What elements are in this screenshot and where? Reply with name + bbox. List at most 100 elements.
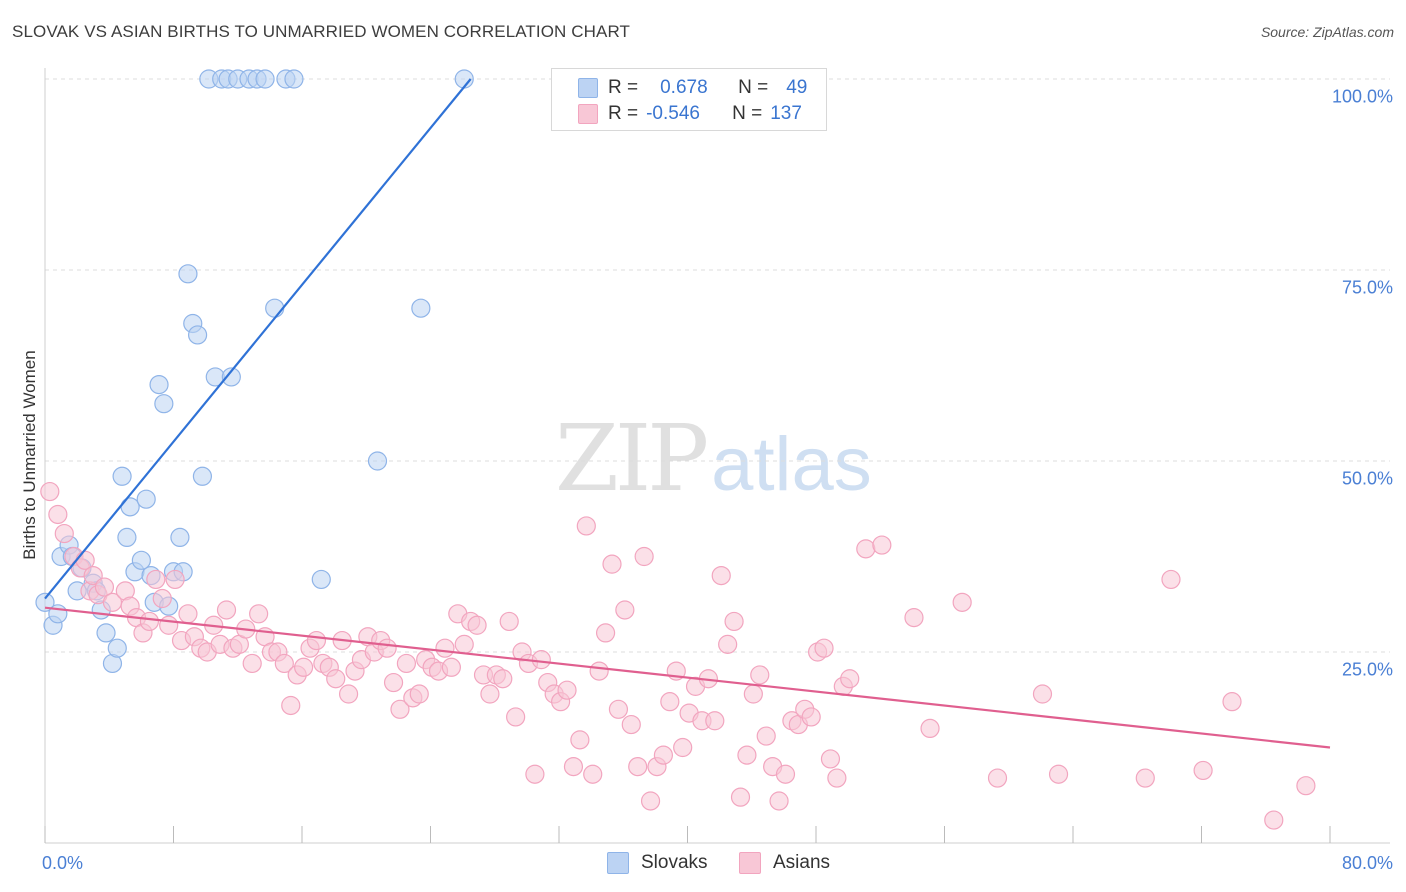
slovaks-point [131, 550, 151, 570]
asians-point [872, 535, 892, 555]
chart-title: SLOVAK VS ASIAN BIRTHS TO UNMARRIED WOME… [12, 22, 631, 41]
y-tick-label: 100.0% [1331, 86, 1393, 107]
asians-point [242, 653, 262, 674]
y-tick-label: 25.0% [1341, 659, 1393, 680]
asians-point [750, 665, 770, 685]
slovaks-swatch [607, 852, 629, 874]
asians-point [1222, 692, 1242, 712]
asians-point [1296, 776, 1316, 796]
slovaks-point [136, 489, 156, 509]
asians-point [435, 638, 455, 658]
asians-point [139, 611, 160, 632]
asians-point [737, 745, 757, 765]
asians-point [814, 638, 834, 658]
watermark-zip: ZIP [555, 405, 709, 512]
asians-point [628, 756, 648, 777]
x-tick-label: 80.0% [1341, 853, 1393, 873]
asians-trend-line [44, 606, 1331, 749]
asians-point [621, 714, 641, 735]
asians-point [1161, 569, 1181, 590]
asians-point [274, 653, 294, 674]
legend-label-asians: Asians [773, 852, 831, 873]
asians-point [377, 638, 397, 658]
slovaks-point [192, 466, 213, 486]
slovaks-point [107, 638, 127, 658]
asians-point [338, 684, 359, 704]
asians-point [583, 764, 603, 784]
asians-point [615, 600, 635, 620]
source-label: Source: ZipAtlas.com [1260, 24, 1394, 40]
asians-point [769, 791, 789, 811]
asians-point [920, 718, 940, 739]
asians-point [756, 726, 776, 746]
asians-point [326, 669, 346, 689]
r-value: -0.546 [646, 103, 700, 124]
asians-point [390, 699, 410, 719]
slovaks-swatch [578, 78, 598, 98]
asians-point [216, 600, 237, 620]
asians-swatch [578, 104, 598, 124]
asians-point [54, 523, 74, 544]
slovaks-point [120, 497, 140, 517]
asians-point [294, 657, 314, 677]
asians-point [1264, 810, 1284, 830]
asians-point [94, 577, 115, 597]
n-label: N = [732, 103, 763, 124]
asians-point [1032, 684, 1053, 704]
asians-swatch [739, 852, 761, 874]
asians-point [673, 737, 693, 758]
asians-point [525, 764, 545, 784]
asians-point [724, 611, 744, 632]
r-label: R = [608, 103, 639, 124]
asians-point [653, 745, 674, 765]
asians-point [281, 695, 301, 716]
grid-lines [45, 78, 1390, 653]
slovaks-point [178, 264, 198, 284]
asians-point [904, 608, 924, 628]
data-points [35, 69, 1316, 830]
asians-point [1193, 760, 1213, 781]
asians-point [178, 604, 198, 624]
slovaks-point [187, 325, 208, 345]
asians-point [711, 565, 731, 586]
asians-point [602, 554, 622, 574]
asians-point [576, 516, 596, 536]
asians-point [48, 504, 68, 525]
axes [44, 68, 1390, 844]
legend-row-asians: R = -0.546 N = 137 [578, 102, 802, 126]
asians-point [827, 768, 847, 788]
slovaks-point [170, 527, 190, 548]
asians-point [856, 539, 876, 559]
slovaks-point [311, 569, 331, 590]
asians-point [640, 791, 661, 811]
r-label: R = [608, 77, 639, 98]
asians-point [441, 657, 461, 677]
asians-point [249, 604, 269, 624]
n-label: N = [738, 77, 769, 98]
slovaks-point [221, 367, 241, 387]
legend-label-slovaks: Slovaks [641, 852, 708, 873]
asians-point [506, 707, 526, 727]
asians-point [718, 634, 738, 654]
asians-point [83, 565, 103, 586]
asians-point [1135, 768, 1155, 788]
asians-point [499, 611, 519, 632]
asians-point [952, 592, 972, 612]
asians-point [557, 680, 577, 700]
x-tick-label: 0.0% [42, 853, 84, 873]
trend-lines [44, 78, 1331, 749]
asians-point [1048, 764, 1069, 784]
slovaks-point [284, 69, 304, 89]
slovaks-point [265, 298, 285, 318]
asians-point [493, 669, 513, 689]
asians-point [383, 672, 404, 693]
watermark-atlas: atlas [711, 422, 872, 507]
n-value: 49 [786, 77, 808, 98]
slovaks-point [411, 298, 431, 318]
asians-point [563, 756, 584, 777]
slovaks-trend-line [44, 78, 472, 600]
asians-point [743, 684, 763, 704]
y-tick-label: 50.0% [1341, 468, 1393, 489]
asians-point [40, 481, 60, 502]
